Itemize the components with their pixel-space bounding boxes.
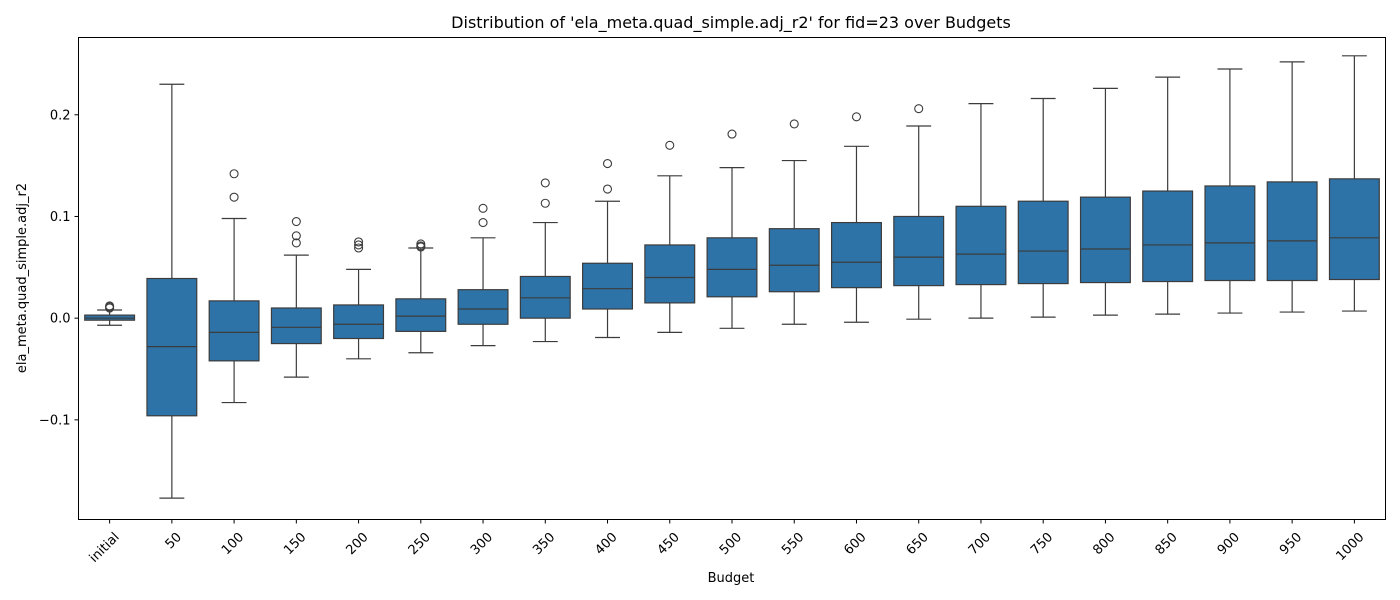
box-group-500 [706,129,758,329]
box-group-900 [1204,68,1256,314]
box-group-850 [1142,76,1194,315]
box-group-800 [1079,87,1131,316]
outlier-point [354,237,364,247]
x-axis-label: Budget [708,571,755,586]
x-tick-label: 650 [904,530,932,558]
plot-area [84,55,1380,499]
x-tick-label: 150 [281,530,309,558]
x-tick-label: 1000 [1333,530,1367,564]
outlier-point [291,238,301,248]
x-tick-label: initial [87,530,123,566]
outlier-point [602,184,613,194]
box-group-150 [270,217,322,378]
outlier-point [727,129,737,139]
box-group-100 [208,169,260,404]
outlier-point [291,217,301,227]
iqr-box [1328,178,1380,281]
x-tick-label: 200 [343,530,371,558]
x-tick-label: 550 [779,530,807,558]
iqr-box [830,221,882,289]
iqr-box [1079,196,1131,284]
box-group-250 [395,239,447,354]
iqr-box [768,228,820,293]
x-tick-label: 750 [1028,530,1056,558]
iqr-box [1017,200,1069,285]
outlier-point [478,203,488,213]
iqr-box [457,289,509,325]
iqr-box [208,300,260,362]
iqr-box [582,262,634,310]
box-group-750 [1017,97,1069,318]
iqr-box [893,215,945,287]
x-tick-label: 450 [655,530,683,558]
box-group-950 [1266,61,1318,313]
x-tick-label: 100 [219,530,247,558]
y-tick-label: 0.0 [50,312,71,327]
outlier-point [105,301,115,311]
box-group-50 [146,83,198,499]
outlier-point [540,198,550,208]
outlier-point [354,240,364,250]
y-tick-label: 0.1 [50,210,71,225]
iqr-box [270,307,322,345]
outlier-point [229,192,239,202]
box-group-650 [893,104,945,320]
box-group-600 [830,112,882,323]
x-tick-label: 500 [717,530,745,558]
x-tick-label: 900 [1215,530,1243,558]
outlier-point [291,231,301,241]
x-tick-label: 350 [530,530,558,558]
box-group-550 [768,119,820,325]
x-tick-label: 600 [841,530,869,558]
x-tick-label: 300 [468,530,496,558]
iqr-box [1142,190,1194,283]
iqr-box [1204,185,1256,282]
outlier-point [789,119,799,129]
box-group-200 [333,237,385,360]
chart-title: Distribution of 'ela_meta.quad_simple.ad… [451,13,1011,33]
x-tick-label: 400 [592,530,620,558]
outlier-point [665,140,675,150]
box-group-350 [519,178,571,343]
y-tick-label: −0.1 [39,413,71,428]
outlier-point [851,112,862,122]
box-group-300 [457,203,509,347]
y-tick-label: 0.2 [50,108,71,123]
iqr-box [706,237,758,298]
x-tick-label: 950 [1277,530,1305,558]
outlier-point [602,159,613,169]
iqr-box [644,244,696,304]
box-group-700 [955,102,1007,319]
outlier-point [478,218,488,228]
outlier-point [914,104,924,114]
x-tick-label: 800 [1090,530,1118,558]
outlier-point [540,178,550,188]
x-tick-label: 250 [406,530,434,558]
box-group-400 [582,159,634,339]
box-group-450 [644,140,696,333]
x-tick-label: 850 [1153,530,1181,558]
x-tick-label: 50 [163,530,185,552]
y-axis-label: ela_meta.quad_simple.adj_r2 [15,183,30,373]
iqr-box [395,298,447,332]
outlier-point [229,169,239,179]
x-axis: initial 50 100 150 200 250 300 350 400 450 500 550 6… [87,519,1367,566]
iqr-box [955,205,1007,286]
x-tick-label: 700 [966,530,994,558]
iqr-box [1266,181,1318,282]
iqr-box [333,304,385,340]
outlier-point [354,243,364,253]
y-axis: −0.1 0.0 0.1 0.2 [39,108,79,428]
outlier-point [416,239,426,249]
box-group-1000 [1328,55,1380,312]
box-group-initial [84,301,136,326]
